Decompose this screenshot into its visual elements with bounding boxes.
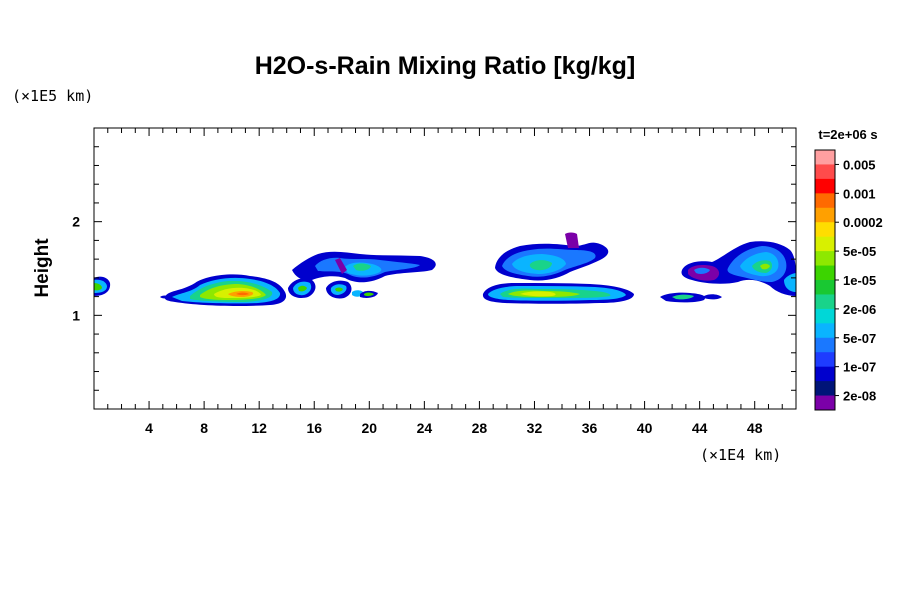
contour-field (94, 232, 796, 306)
colorbar-swatch (815, 323, 835, 339)
colorbar-swatch (815, 280, 835, 295)
x-tick-label: 12 (251, 420, 267, 436)
colorbar-label: 2e-06 (843, 302, 876, 317)
colorbar-swatch (815, 352, 835, 368)
time-label: t=2e+06 s (818, 127, 877, 142)
x-axis: 4 8 12 16 20 24 28 32 36 40 44 48 (107, 128, 783, 436)
chart-title: H2O-s-Rain Mixing Ratio [kg/kg] (255, 52, 636, 80)
x-tick-label: 32 (527, 420, 543, 436)
colorbar-label: 0.005 (843, 157, 876, 172)
cloud-region (288, 251, 436, 299)
x-tick-label: 4 (145, 420, 153, 436)
colorbar-swatch (815, 366, 835, 382)
y-axis-label: Height (32, 238, 53, 298)
y-unit-label: (×1E5 km) (12, 87, 93, 105)
x-tick-label: 24 (417, 420, 433, 436)
colorbar-swatch (815, 178, 835, 194)
colorbar: 0.005 0.001 0.0002 5e-05 1e-05 2e-06 5e-07 1e-0… (814, 149, 883, 411)
colorbar-swatch (815, 207, 835, 223)
x-tick-label: 48 (747, 420, 763, 436)
cloud-region (94, 276, 111, 296)
colorbar-swatch (815, 308, 835, 324)
colorbar-label: 0.0002 (843, 215, 883, 230)
colorbar-swatch (815, 251, 835, 267)
colorbar-swatch (815, 222, 835, 238)
x-tick-label: 40 (637, 420, 653, 436)
colorbar-label: 0.001 (843, 186, 876, 201)
colorbar-swatch (815, 265, 835, 281)
colorbar-label: 5e-07 (843, 331, 876, 346)
y-tick-label: 1 (72, 307, 80, 323)
plot-frame (93, 127, 797, 410)
colorbar-label: 2e-08 (843, 389, 876, 404)
colorbar-label: 1e-07 (843, 360, 876, 375)
colorbar-swatch (815, 395, 835, 411)
cloud-region (160, 274, 287, 306)
y-axis: 12 (72, 146, 796, 391)
x-tick-label: 36 (582, 420, 598, 436)
cloud-region (482, 232, 634, 304)
colorbar-swatch (815, 337, 835, 353)
colorbar-swatch (815, 164, 835, 180)
x-unit-label: (×1E4 km) (700, 446, 781, 464)
x-tick-label: 8 (200, 420, 208, 436)
colorbar-swatch (815, 236, 835, 252)
x-tick-label: 16 (306, 420, 322, 436)
colorbar-swatch (815, 150, 835, 165)
colorbar-swatch (815, 193, 835, 209)
x-tick-label: 44 (692, 420, 708, 436)
y-tick-label: 2 (72, 214, 80, 230)
x-tick-label: 20 (362, 420, 378, 436)
colorbar-label: 1e-05 (843, 273, 876, 288)
colorbar-swatch (815, 381, 835, 397)
cloud-region (660, 292, 722, 303)
cloud-region (681, 241, 796, 296)
colorbar-swatch (815, 294, 835, 310)
colorbar-label: 5e-05 (843, 244, 876, 259)
x-tick-label: 28 (472, 420, 488, 436)
